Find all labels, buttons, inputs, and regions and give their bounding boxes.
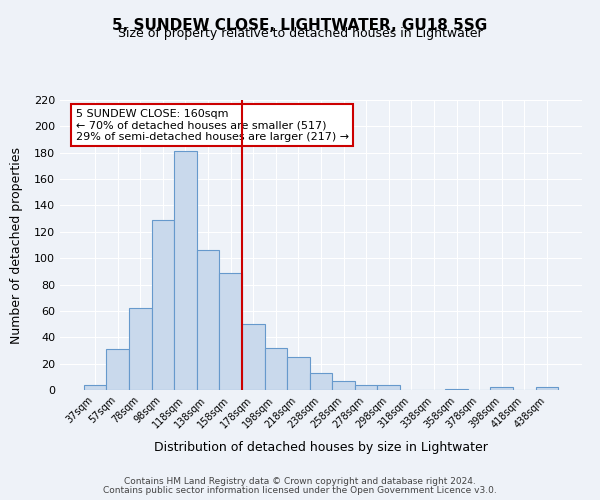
Bar (174, 152, 197, 390)
Bar (332, 381, 355, 390)
Bar (355, 384, 377, 390)
Bar (265, 348, 287, 390)
X-axis label: Distribution of detached houses by size in Lightwater: Distribution of detached houses by size … (154, 441, 488, 454)
Bar (445, 388, 468, 390)
Bar (106, 349, 129, 390)
Text: Contains HM Land Registry data © Crown copyright and database right 2024.: Contains HM Land Registry data © Crown c… (124, 477, 476, 486)
Bar (287, 357, 310, 390)
Bar (84, 384, 106, 390)
Bar (377, 384, 400, 390)
Bar (242, 324, 265, 390)
Bar (129, 308, 152, 390)
Y-axis label: Number of detached properties: Number of detached properties (10, 146, 23, 344)
Bar (536, 388, 558, 390)
Bar (490, 388, 513, 390)
Bar (220, 272, 242, 390)
Text: Contains public sector information licensed under the Open Government Licence v3: Contains public sector information licen… (103, 486, 497, 495)
Text: 5 SUNDEW CLOSE: 160sqm
← 70% of detached houses are smaller (517)
29% of semi-de: 5 SUNDEW CLOSE: 160sqm ← 70% of detached… (76, 108, 349, 142)
Bar (152, 220, 174, 390)
Text: 5, SUNDEW CLOSE, LIGHTWATER, GU18 5SG: 5, SUNDEW CLOSE, LIGHTWATER, GU18 5SG (112, 18, 488, 32)
Bar (197, 250, 220, 390)
Bar (310, 373, 332, 390)
Text: Size of property relative to detached houses in Lightwater: Size of property relative to detached ho… (118, 28, 482, 40)
